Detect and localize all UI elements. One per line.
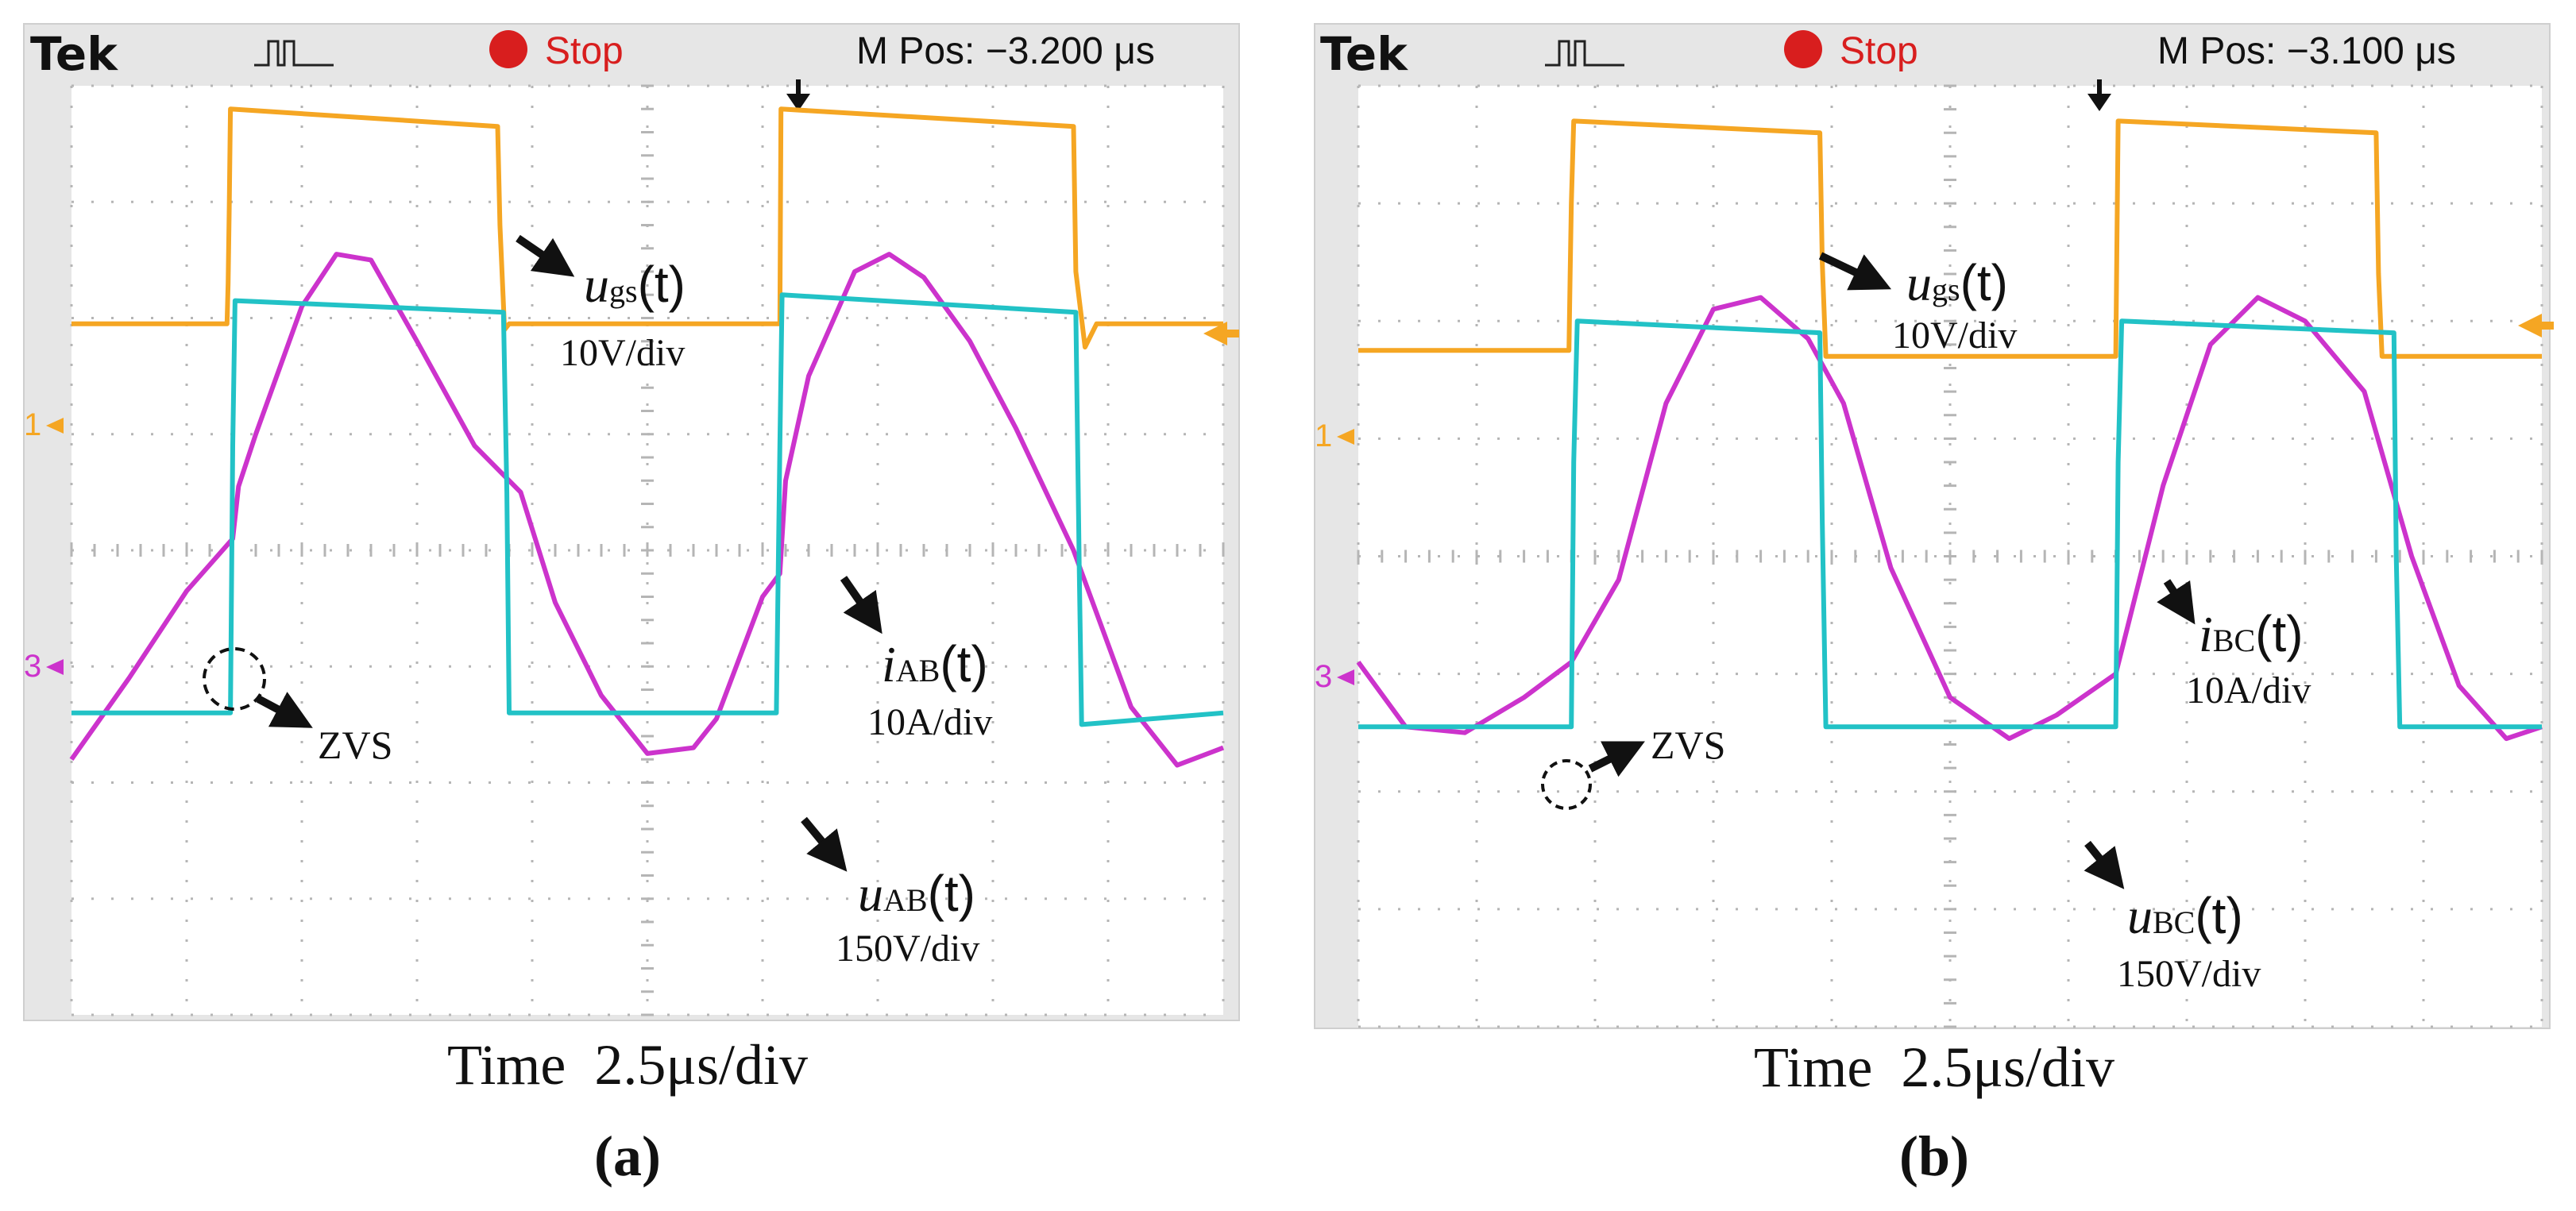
ch1-marker: 1	[24, 407, 41, 442]
mpos-readout: M Pos: −3.100 μs	[2157, 30, 2456, 72]
ibc-scale: 10A/div	[2186, 669, 2311, 712]
ugs-label: ugs(t)	[584, 256, 686, 313]
zvs-arrow	[1588, 741, 1645, 777]
acq-status: Stop	[545, 30, 624, 72]
trigger-position-marker	[786, 79, 810, 111]
ch1-marker-arrow	[1337, 429, 1354, 445]
panel-a: Tek Stop M Pos: −3.200 μs 1 3 ugs(t) 10V…	[23, 23, 1240, 1188]
ugs-scale: 10V/div	[560, 332, 685, 374]
trace-ugst	[1358, 118, 2542, 359]
ibc-arrow	[2157, 579, 2196, 625]
ch3-marker: 3	[1315, 659, 1332, 694]
ubc-scale: 150V/div	[2117, 953, 2261, 995]
ugs-arrow	[1818, 252, 1892, 291]
trace-uabt	[71, 292, 1224, 727]
zvs-label: ZVS	[318, 723, 392, 767]
ubc-label: uBC(t)	[2127, 887, 2243, 944]
iab-arrow	[840, 576, 882, 634]
iab-label: iAB(t)	[882, 635, 988, 692]
acq-status: Stop	[1840, 30, 1918, 72]
ugs-scale: 10V/div	[1892, 314, 2017, 357]
graticule-b	[1357, 84, 2543, 1028]
panel-b: Tek Stop M Pos: −3.100 μs 1 3 ugs(t) 10V…	[1314, 23, 2554, 1188]
ch1-marker: 1	[1315, 418, 1332, 453]
stop-icon	[1784, 30, 1822, 68]
trigger-waveform-icon	[254, 40, 334, 67]
ch3-marker-arrow	[1337, 669, 1354, 685]
trigger-level-marker	[2518, 314, 2554, 337]
panel-caption: (a)	[594, 1124, 661, 1188]
stop-icon	[489, 30, 527, 68]
ch3-marker-arrow	[46, 659, 64, 675]
trigger-level-marker	[1203, 322, 1239, 345]
panel-caption: (b)	[1899, 1124, 1969, 1188]
time-axis-label: Time 2.5μs/div	[1754, 1036, 2114, 1099]
uab-scale: 150V/div	[836, 928, 979, 970]
brand-label: Tek	[1320, 27, 1408, 81]
zvs-circle	[203, 647, 266, 711]
trace-ugst	[71, 106, 1223, 350]
trigger-waveform-icon	[1545, 40, 1624, 67]
ch3-marker: 3	[24, 649, 41, 684]
graticule-a	[70, 84, 1225, 1016]
zvs-arrow	[256, 692, 313, 728]
uab-arrow	[801, 816, 848, 872]
traces-b	[1356, 118, 2543, 742]
trace-iabt	[69, 252, 1225, 768]
ch1-marker-arrow	[46, 418, 64, 434]
ibc-label: iBC(t)	[2199, 605, 2304, 662]
uab-label: uAB(t)	[858, 865, 975, 922]
zvs-label: ZVS	[1651, 723, 1725, 767]
mpos-readout: M Pos: −3.200 μs	[856, 30, 1155, 72]
traces-a	[69, 106, 1225, 768]
brand-label: Tek	[30, 27, 118, 81]
ugs-arrow	[516, 234, 575, 277]
ubc-arrow	[2084, 840, 2125, 889]
trigger-position-marker	[2087, 79, 2111, 111]
iab-scale: 10A/div	[867, 701, 992, 743]
ugs-label: ugs(t)	[1906, 254, 2008, 311]
time-axis-label: Time 2.5μs/div	[447, 1033, 808, 1097]
zvs-circle	[1541, 759, 1592, 810]
trace-ubct	[1358, 318, 2542, 730]
